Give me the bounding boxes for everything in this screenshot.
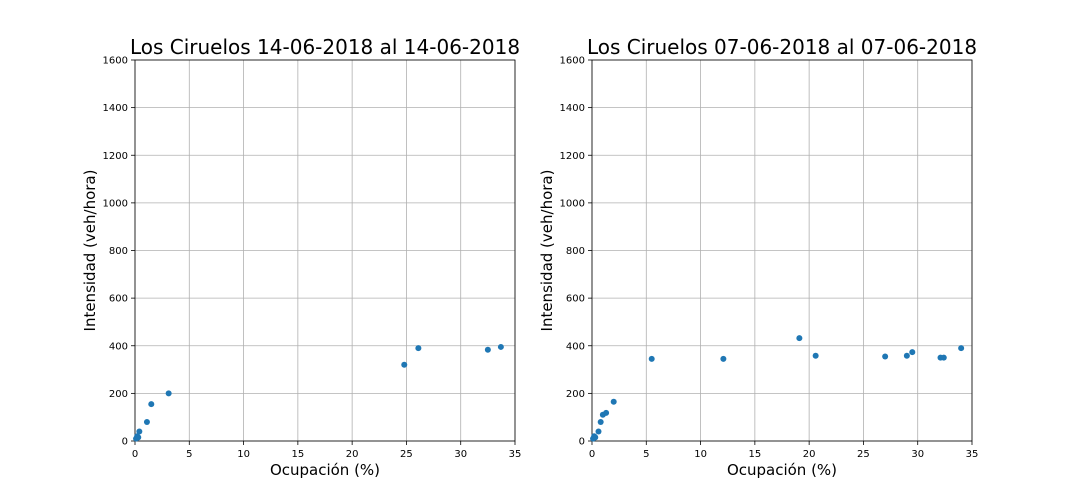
y-tick-label: 1400 bbox=[103, 103, 128, 114]
data-point bbox=[497, 343, 504, 350]
data-point bbox=[940, 354, 947, 361]
chart-title: Los Ciruelos 07-06-2018 al 07-06-2018 bbox=[587, 35, 977, 59]
y-tick-label: 1200 bbox=[103, 151, 128, 162]
y-tick-label: 400 bbox=[566, 341, 585, 352]
x-tick-label: 35 bbox=[966, 449, 979, 460]
y-tick-label: 0 bbox=[122, 437, 128, 448]
data-point bbox=[882, 353, 889, 360]
x-tick-label: 20 bbox=[346, 449, 359, 460]
chart-panel-right: 0 5 10 15 20 25 30 35 0 200 400 600 800 1000 1200 1400 1… bbox=[538, 35, 978, 479]
y-tick-label: 1000 bbox=[560, 198, 585, 209]
data-point bbox=[603, 409, 610, 416]
x-tick-label: 25 bbox=[857, 449, 870, 460]
data-point bbox=[135, 434, 142, 441]
data-point bbox=[148, 401, 155, 408]
x-tick-label: 20 bbox=[803, 449, 816, 460]
data-point bbox=[595, 428, 602, 435]
data-point bbox=[415, 345, 422, 352]
data-point bbox=[165, 390, 172, 397]
y-axis-label: Intensidad (veh/hora) bbox=[81, 170, 99, 332]
y-tick-label: 1400 bbox=[560, 103, 585, 114]
y-tick-label: 0 bbox=[579, 437, 585, 448]
data-point bbox=[143, 418, 150, 425]
y-tick-label: 1600 bbox=[103, 56, 128, 67]
x-tick-label: 5 bbox=[186, 449, 192, 460]
y-tick-label: 800 bbox=[109, 246, 128, 257]
chart-title: Los Ciruelos 14-06-2018 al 14-06-2018 bbox=[130, 35, 520, 59]
x-tick-label: 10 bbox=[694, 449, 707, 460]
data-point bbox=[597, 418, 604, 425]
data-point bbox=[958, 345, 965, 352]
data-point bbox=[401, 361, 408, 368]
x-tick-label: 35 bbox=[509, 449, 522, 460]
y-tick-label: 1000 bbox=[103, 198, 128, 209]
x-axis-label: Ocupación (%) bbox=[727, 461, 837, 479]
data-point bbox=[648, 355, 655, 362]
data-point bbox=[720, 355, 727, 362]
x-tick-label: 10 bbox=[237, 449, 250, 460]
data-point bbox=[903, 352, 910, 359]
data-point bbox=[484, 346, 491, 353]
y-tick-label: 800 bbox=[566, 246, 585, 257]
x-tick-label: 15 bbox=[748, 449, 761, 460]
data-point bbox=[812, 352, 819, 359]
y-tick-label: 1200 bbox=[560, 151, 585, 162]
x-tick-label: 30 bbox=[911, 449, 924, 460]
y-axis-label: Intensidad (veh/hora) bbox=[538, 170, 556, 332]
x-tick-label: 0 bbox=[132, 449, 138, 460]
chart-panel-left: 0 5 10 15 20 25 30 35 0 200 400 600 800 1000 1200 1400 1… bbox=[81, 35, 521, 479]
y-tick-label: 1600 bbox=[560, 56, 585, 67]
y-tick-label: 400 bbox=[109, 341, 128, 352]
data-point bbox=[796, 335, 803, 342]
data-point bbox=[610, 398, 617, 405]
x-tick-label: 25 bbox=[400, 449, 413, 460]
y-tick-label: 600 bbox=[109, 294, 128, 305]
y-tick-label: 200 bbox=[109, 389, 128, 400]
data-point bbox=[136, 428, 143, 435]
x-tick-label: 5 bbox=[643, 449, 649, 460]
x-tick-label: 15 bbox=[291, 449, 304, 460]
data-point bbox=[592, 434, 599, 441]
x-axis-label: Ocupación (%) bbox=[270, 461, 380, 479]
y-tick-label: 200 bbox=[566, 389, 585, 400]
data-point bbox=[909, 349, 916, 356]
y-tick-label: 600 bbox=[566, 294, 585, 305]
x-tick-label: 30 bbox=[454, 449, 467, 460]
x-tick-label: 0 bbox=[589, 449, 595, 460]
